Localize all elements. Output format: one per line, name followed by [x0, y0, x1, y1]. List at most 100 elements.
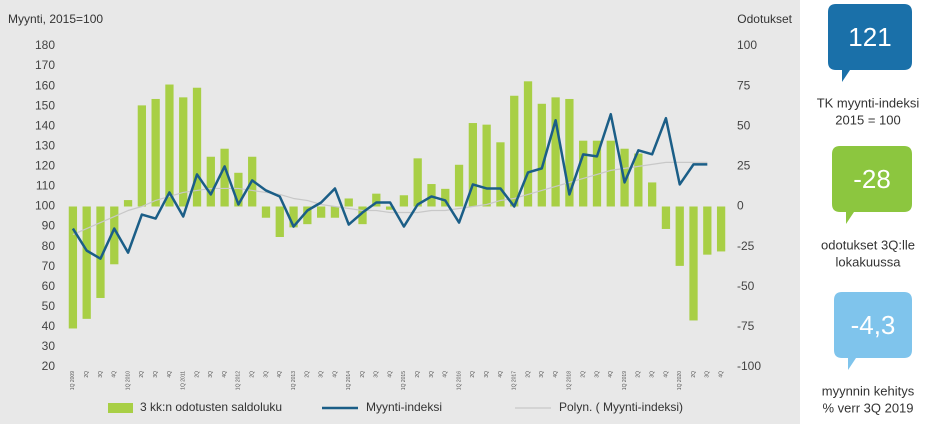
y2-tick-label: -75 [737, 319, 755, 333]
x-tick-label: 2Q [360, 371, 366, 378]
kpi-value: 121 [848, 22, 891, 52]
x-tick-label: 3Q [594, 371, 600, 378]
x-tick-label: 4Q [277, 371, 283, 378]
y2-tick-label: 50 [737, 118, 751, 132]
y-tick-label: 150 [35, 98, 55, 112]
bar [579, 140, 588, 207]
kpi-value: -4,3 [851, 310, 896, 340]
x-tick-label: 2Q [581, 371, 587, 378]
x-tick-label: 4Q [387, 371, 393, 378]
x-tick-label: 2Q [84, 371, 90, 378]
x-tick-label: 1Q 2009 [70, 371, 76, 390]
bar [648, 182, 657, 207]
bar [317, 206, 326, 218]
x-tick-label: 2Q [636, 371, 642, 378]
y-tick-label: 20 [42, 359, 56, 373]
legend-swatch [108, 403, 133, 413]
x-tick-label: 2Q [194, 371, 200, 378]
x-tick-label: 3Q [429, 371, 435, 378]
y-tick-label: 80 [42, 239, 56, 253]
x-tick-label: 1Q 2017 [512, 371, 518, 390]
x-tick-label: 2Q [470, 371, 476, 378]
kpi-label: lokakuussa [835, 254, 901, 269]
kpi-label: 2015 = 100 [835, 112, 900, 127]
bar [661, 206, 671, 229]
bar [606, 140, 615, 207]
legend-label: 3 kk:n odotusten saldoluku [140, 400, 282, 414]
bar [82, 206, 91, 319]
bar [372, 193, 381, 207]
bar [510, 95, 519, 207]
x-tick-label: 1Q 2020 [677, 371, 683, 390]
y2-tick-label: -50 [737, 279, 755, 293]
legend-label: Polyn. ( Myynti-indeksi) [559, 400, 683, 414]
x-tick-label: 3Q [208, 371, 214, 378]
bar [537, 103, 546, 207]
x-tick-label: 1Q 2015 [401, 371, 407, 390]
x-tick-label: 3Q [705, 371, 711, 378]
bar [716, 206, 726, 252]
bar [110, 206, 119, 265]
bar [634, 153, 643, 207]
bar [261, 206, 271, 218]
x-tick-label: 3Q [318, 371, 324, 378]
bar [68, 206, 78, 329]
kpi-value: -28 [853, 164, 891, 194]
x-tick-label: 3Q [374, 371, 380, 378]
bar [358, 206, 367, 225]
bar [330, 206, 340, 218]
y-tick-label: 130 [35, 138, 55, 152]
x-tick-label: 2Q [525, 371, 531, 378]
x-tick-label: 3Q [98, 371, 104, 378]
x-tick-label: 4Q [608, 371, 614, 378]
x-tick-label: 1Q 2011 [181, 371, 187, 390]
bar [565, 98, 574, 207]
bar [96, 206, 105, 298]
y-tick-label: 120 [35, 159, 55, 173]
y-tick-label: 160 [35, 78, 55, 92]
x-tick-label: 1Q 2019 [622, 371, 628, 390]
y2-tick-label: -25 [737, 239, 755, 253]
y-tick-label: 60 [42, 279, 56, 293]
bar [592, 140, 602, 207]
bar [151, 98, 160, 207]
bar [220, 148, 229, 207]
bar [179, 97, 188, 207]
bar [123, 200, 133, 207]
y2-tick-label: -100 [737, 359, 761, 373]
x-tick-label: 1Q 2016 [456, 371, 462, 390]
bar [441, 188, 450, 207]
kpi-label: % verr 3Q 2019 [822, 400, 913, 415]
x-tick-label: 4Q [553, 371, 559, 378]
y-tick-label: 30 [42, 339, 56, 353]
line [72, 161, 708, 236]
x-tick-label: 1Q 2013 [291, 371, 297, 390]
x-tick-label: 1Q 2012 [236, 371, 242, 390]
bar [165, 84, 174, 207]
bar [344, 198, 353, 207]
bar [206, 156, 215, 207]
x-tick-label: 1Q 2010 [125, 371, 131, 390]
kpi-box [828, 4, 912, 82]
y-tick-label: 180 [35, 38, 55, 52]
x-tick-label: 4Q [718, 371, 724, 378]
x-tick-label: 3Q [153, 371, 159, 378]
y-tick-label: 110 [36, 179, 55, 193]
x-tick-label: 1Q 2018 [567, 371, 573, 390]
bar [551, 97, 560, 207]
kpi-box [834, 292, 912, 370]
x-tick-label: 2Q [415, 371, 421, 378]
x-tick-label: 4Q [222, 371, 228, 378]
y2-tick-label: 100 [737, 38, 757, 52]
bar [275, 206, 284, 237]
x-tick-label: 4Q [167, 371, 173, 378]
x-tick-label: 4Q [498, 371, 504, 378]
y-tick-label: 90 [42, 219, 56, 233]
x-tick-label: 2Q [139, 371, 145, 378]
x-tick-label: 2Q [691, 371, 697, 378]
x-tick-label: 2Q [250, 371, 256, 378]
y2-tick-label: 0 [737, 199, 744, 213]
y-tick-label: 140 [35, 118, 55, 132]
kpi-label: myynnin kehitys [822, 383, 915, 398]
bar [137, 105, 146, 207]
